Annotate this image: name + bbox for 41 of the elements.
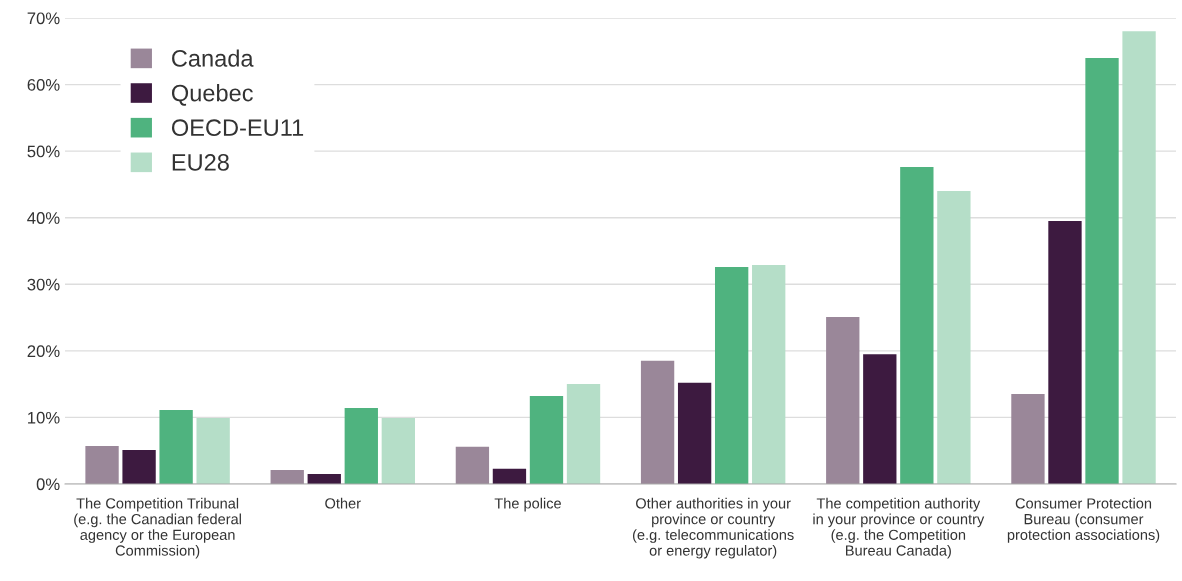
bar — [900, 167, 934, 484]
bar — [714, 266, 749, 484]
y-tick-label: 10% — [28, 411, 60, 424]
legend-label: EU28 — [172, 153, 229, 171]
bar — [640, 360, 675, 484]
bar — [344, 408, 378, 484]
legend-label: OECD-EU11 — [171, 119, 304, 137]
bar — [196, 418, 230, 484]
x-tick-label: Consumer Protection Bureau (consumer protection associations) — [1007, 497, 1160, 543]
y-tick-label: 30% — [27, 278, 60, 291]
bar — [455, 446, 490, 484]
bar — [826, 316, 860, 484]
legend-label: Quebec — [171, 84, 253, 106]
y-tick-label: 50% — [27, 145, 60, 158]
bar — [122, 450, 156, 484]
bar — [85, 446, 119, 484]
x-tick-label: Other — [325, 497, 361, 509]
bar — [1122, 31, 1156, 484]
bar — [381, 418, 415, 484]
bar — [566, 384, 601, 484]
bar — [159, 410, 193, 484]
x-tick-label: The Competition Tribunal (e.g. the Canadian federal agency or the European Commission) — [74, 497, 241, 559]
y-tick-label: 40% — [27, 212, 60, 224]
y-tick-label: 60% — [27, 78, 60, 91]
bar — [1011, 394, 1045, 484]
bar — [1048, 221, 1082, 484]
bar — [1085, 57, 1119, 484]
bar — [529, 396, 564, 484]
x-tick-label: The police — [494, 497, 561, 512]
bar — [492, 468, 527, 484]
y-tick-label: 20% — [27, 345, 60, 358]
bar — [752, 264, 786, 484]
bar — [863, 354, 897, 484]
x-tick-label: Other authorities in your province or country (e.g. telecommunications or energy regulator) — [632, 497, 794, 559]
bar — [677, 382, 712, 484]
bar — [937, 191, 971, 484]
legend-label: Canada — [172, 49, 254, 67]
y-tick-label: 70% — [27, 12, 60, 25]
bar — [270, 469, 304, 484]
x-tick-label: The competition authority in your province or country (e.g. the Competition Bureau Canada) — [813, 497, 985, 559]
y-tick-label: 0% — [36, 478, 60, 491]
